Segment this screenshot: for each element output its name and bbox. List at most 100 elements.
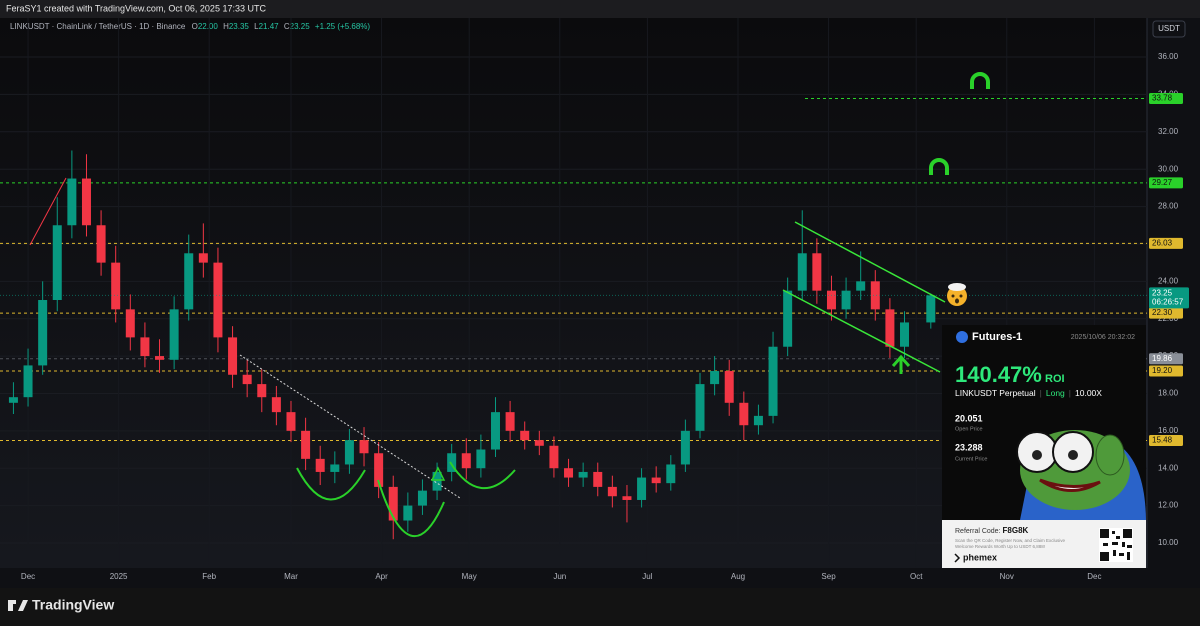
candle-body — [301, 430, 311, 459]
candle-body — [505, 412, 515, 431]
candle-body — [476, 449, 486, 469]
level-label: 19.86 — [1152, 354, 1173, 363]
x-tick-label: Oct — [910, 572, 923, 581]
y-tick-label: 24.00 — [1158, 276, 1179, 285]
card-brand: phemex — [963, 552, 997, 562]
y-tick-label: 12.00 — [1158, 501, 1179, 510]
candle-body — [228, 337, 238, 375]
candle-body — [826, 290, 836, 310]
candle-body — [330, 464, 340, 472]
level-label: 22.30 — [1152, 308, 1173, 317]
legend-value: 23.35 — [229, 22, 250, 31]
level-label-box — [1149, 177, 1183, 189]
footer-logo: TradingView — [8, 597, 114, 613]
candle-body — [783, 290, 793, 347]
candle-body — [710, 371, 720, 385]
x-tick-label: Dec — [1087, 572, 1101, 581]
candle-body — [111, 262, 121, 310]
candle-body — [374, 453, 384, 487]
open-price: 20.051 — [955, 413, 983, 423]
candle-body — [578, 471, 588, 478]
referral-code: F8G8K — [1003, 526, 1029, 535]
channel-line — [794, 221, 946, 303]
last-price: 23.25 — [1152, 288, 1173, 297]
channel-line — [782, 289, 941, 373]
up-arrow — [891, 354, 911, 374]
x-tick-label: Jul — [642, 572, 652, 581]
time-axis — [0, 568, 1200, 588]
candle-body — [315, 458, 325, 472]
note-line: Scan the QR Code, Register Now, and Clai… — [955, 538, 1066, 543]
level-label: 26.03 — [1152, 238, 1173, 247]
position: LINKUSDT Perpetual | Long | 10.00X — [955, 388, 1102, 398]
roi-label: ROI — [1045, 373, 1065, 385]
candle-body — [81, 178, 91, 226]
x-tick-label: 2025 — [110, 572, 128, 581]
candle-body — [607, 486, 617, 497]
y-tick-label: 30.00 — [1158, 164, 1179, 173]
candle-body — [637, 477, 647, 500]
instrument: LINKUSDT Perpetual — [955, 388, 1036, 398]
candle-body — [739, 402, 749, 426]
level-label-box — [1149, 435, 1183, 447]
y-tick-label: 32.00 — [1158, 127, 1179, 136]
referral: Referral Code: F8G8K — [955, 526, 1029, 535]
candle-body — [23, 365, 33, 398]
candle-body — [461, 453, 471, 469]
candle-body — [651, 477, 661, 484]
marks: 10.0012.0014.0016.0018.0020.0022.0024.00… — [0, 18, 1179, 581]
last-price-box — [1149, 287, 1189, 309]
mascot-hand — [1095, 434, 1125, 476]
x-tick-label: Jun — [553, 572, 566, 581]
card-timestamp: 2025/10/06 20:32:02 — [1071, 334, 1135, 341]
x-tick-label: Apr — [375, 572, 388, 581]
current-price: 23.288 — [955, 442, 983, 452]
candle-body — [870, 281, 880, 310]
emoji — [947, 286, 967, 306]
y-tick-label: 28.00 — [1158, 202, 1179, 211]
level-label-box — [1149, 237, 1183, 249]
level-label: 29.27 — [1152, 178, 1173, 187]
legend-key: O — [192, 22, 198, 31]
candle-body — [768, 346, 778, 416]
pattern-arc — [449, 461, 516, 489]
candle-body — [753, 415, 763, 426]
legend-change: +1.25 (+5.68%) — [315, 22, 370, 31]
card-title: Futures-1 — [972, 331, 1022, 343]
pattern-arc — [296, 467, 366, 501]
level-label-box — [1149, 353, 1183, 365]
candle-body — [724, 371, 734, 403]
pattern-arc — [377, 479, 445, 538]
target-icon — [929, 158, 949, 175]
candle-body — [8, 397, 18, 403]
footer-brand: TradingView — [32, 597, 114, 613]
candle-body — [52, 225, 62, 301]
candle-body — [520, 430, 530, 441]
brand-logo — [954, 553, 961, 563]
candle-body — [242, 374, 252, 385]
emoji-mouth — [955, 298, 959, 304]
up-marker — [430, 466, 446, 481]
header-bar — [0, 0, 1200, 18]
side: Long — [1046, 388, 1065, 398]
current-label: Current Price — [955, 456, 987, 462]
mascot — [1016, 430, 1146, 520]
legend-key: H — [223, 22, 229, 31]
legend-symbol: LINKUSDT · ChainLink / TetherUS · 1D · B… — [10, 22, 186, 31]
target-icon — [970, 72, 990, 89]
mascot-mouth — [1039, 478, 1101, 492]
candle-body — [549, 445, 559, 469]
emoji-eye — [951, 294, 955, 298]
currency: USDT — [1158, 24, 1180, 33]
pnl-card: Futures-1 2025/10/06 20:32:02 140.47% RO… — [942, 325, 1146, 568]
y-tick-label: 10.00 — [1158, 538, 1179, 547]
x-tick-label: Aug — [731, 572, 745, 581]
x-tick-label: Sep — [821, 572, 836, 581]
candle-body — [198, 253, 208, 263]
note-line: Welcome Rewards Worth Up to USDT 6,888! — [955, 544, 1045, 549]
currency-box[interactable] — [1152, 20, 1186, 38]
candle-body — [622, 496, 632, 500]
candle-body — [140, 337, 150, 357]
candle-body — [564, 468, 574, 478]
